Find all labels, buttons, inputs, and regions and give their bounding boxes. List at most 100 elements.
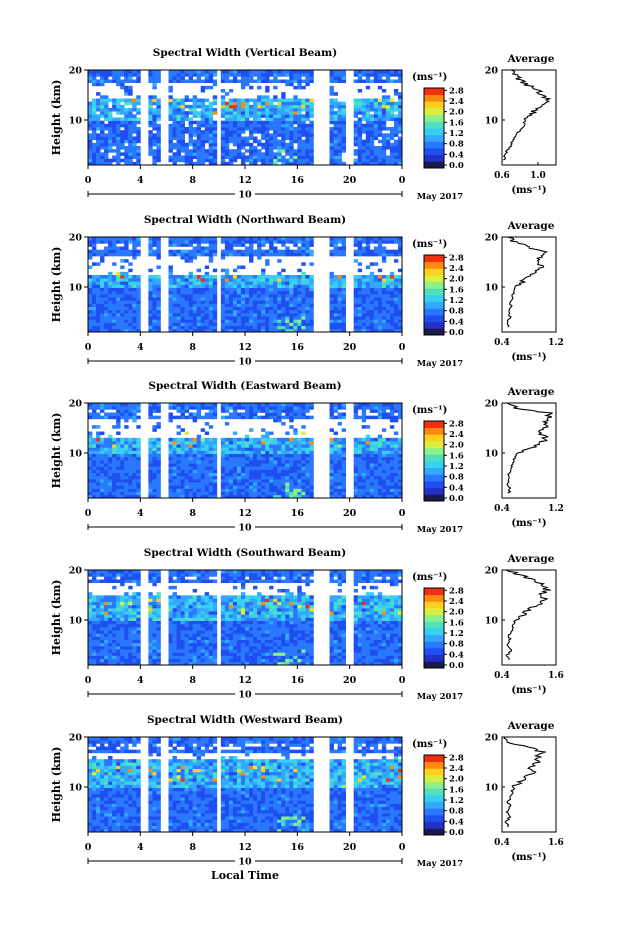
heatmap-cell (196, 479, 202, 483)
heatmap-cell (120, 259, 125, 263)
heatmap-cell (96, 142, 101, 147)
heatmap-cell (112, 275, 117, 279)
heatmap-cell (269, 306, 274, 311)
heatmap-cell (369, 460, 375, 464)
heatmap-cell (124, 488, 129, 493)
heatmap-cell (128, 146, 133, 150)
heatmap-cell (220, 303, 226, 308)
heatmap-cell (196, 136, 202, 141)
heatmap-cell (156, 437, 161, 442)
heatmap-cell (361, 294, 367, 298)
heatmap-cell (92, 104, 97, 109)
heatmap-cell (285, 297, 290, 301)
heatmap-cell (228, 479, 234, 483)
heatmap-cell (88, 142, 93, 147)
heatmap-cell (377, 76, 383, 80)
heatmap-cell (184, 479, 189, 483)
heatmap-cell (361, 328, 367, 333)
heatmap-cell (236, 303, 242, 308)
heatmap-cell (245, 482, 250, 486)
heatmap-cell (228, 466, 234, 470)
heatmap-cell (265, 475, 270, 480)
heatmap-cell (120, 300, 125, 304)
heatmap-cell (245, 463, 250, 467)
heatmap-cell (353, 259, 359, 263)
heatmap-cell (120, 133, 125, 137)
heatmap-cell (273, 123, 278, 128)
heatmap-cell (389, 252, 395, 257)
heatmap-cell (188, 142, 194, 147)
heatmap-cell (305, 111, 310, 115)
heatmap-cell (365, 265, 371, 270)
heatmap-cell (265, 447, 270, 451)
heatmap-cell (277, 409, 282, 413)
heatmap-cell (116, 104, 121, 109)
heatmap-cell (108, 491, 113, 496)
heatmap-cell (293, 444, 298, 448)
heatmap-cell (293, 70, 298, 74)
heatmap-cell (281, 409, 286, 413)
heatmap-cell (212, 158, 218, 163)
heatmap-cell (269, 136, 274, 141)
heatmap-cell (277, 284, 282, 289)
heatmap-cell (305, 444, 310, 448)
heatmap-cell (329, 466, 334, 470)
heatmap-cell (180, 104, 185, 109)
heatmap-cell (277, 306, 282, 311)
heatmap-cell (385, 475, 391, 480)
heatmap-cell (297, 278, 302, 282)
heatmap-cell (297, 294, 302, 298)
heatmap-cell (112, 155, 117, 160)
heatmap-cell (212, 136, 218, 141)
heatmap-cell (112, 294, 117, 298)
heatmap-cell (289, 158, 294, 163)
heatmap-cell (245, 412, 250, 417)
heatmap-cell (341, 437, 346, 442)
heatmap-cell (192, 403, 198, 407)
heatmap-cell (385, 111, 391, 115)
heatmap-cell (100, 479, 105, 483)
heatmap-cell (196, 111, 202, 115)
heatmap-cell (192, 469, 198, 474)
heatmap-cell (393, 240, 399, 244)
heatmap-cell (361, 316, 367, 320)
heatmap-cell (357, 158, 363, 163)
heatmap-cell (104, 158, 109, 163)
heatmap-cell (196, 123, 202, 128)
heatmap-cell (124, 123, 129, 128)
heatmap-cell (269, 441, 274, 445)
heatmap-cell (377, 133, 383, 137)
heatmap-cell (261, 444, 266, 448)
heatmap-cell (104, 472, 109, 477)
heatmap-cell (277, 237, 282, 241)
heatmap-cell (108, 488, 113, 493)
heatmap-cell (116, 142, 121, 147)
heatmap-cell (172, 79, 177, 84)
heatmap-cell (208, 412, 214, 417)
heatmap-cell (112, 444, 117, 448)
heatmap-cell (377, 488, 383, 493)
heatmap-cell (120, 319, 125, 323)
heatmap-cell (104, 406, 109, 410)
heatmap-cell (265, 479, 270, 483)
heatmap-cell (208, 104, 214, 109)
heatmap-cell (361, 161, 367, 166)
heatmap-cell (200, 482, 206, 486)
heatmap-cell (184, 325, 189, 330)
heatmap-cell (92, 328, 97, 333)
heatmap-cell (341, 482, 346, 486)
heatmap-cell (281, 456, 286, 461)
heatmap-cell (168, 287, 173, 292)
heatmap-cell (208, 306, 214, 311)
average-frame (501, 69, 557, 166)
heatmap-cell (289, 403, 294, 407)
heatmap-cell (112, 108, 117, 112)
heatmap-cell (249, 152, 254, 156)
heatmap-cell (265, 290, 270, 295)
colorbar-swatch (424, 321, 444, 329)
heatmap-cell (100, 281, 105, 285)
heatmap-cell (365, 403, 371, 407)
heatmap-cell (240, 319, 246, 323)
heatmap-cell (385, 161, 391, 166)
heatmap-cell (385, 309, 391, 314)
